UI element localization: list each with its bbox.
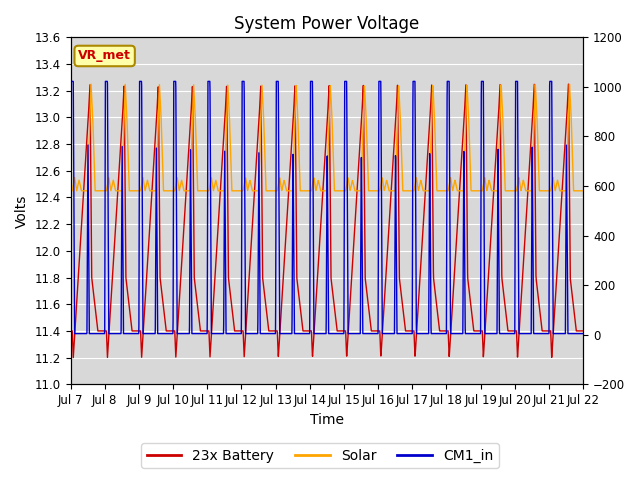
Y-axis label: Volts: Volts: [15, 194, 29, 228]
Legend: 23x Battery, Solar, CM1_in: 23x Battery, Solar, CM1_in: [141, 443, 499, 468]
Title: System Power Voltage: System Power Voltage: [234, 15, 419, 33]
X-axis label: Time: Time: [310, 413, 344, 427]
Text: VR_met: VR_met: [78, 49, 131, 62]
